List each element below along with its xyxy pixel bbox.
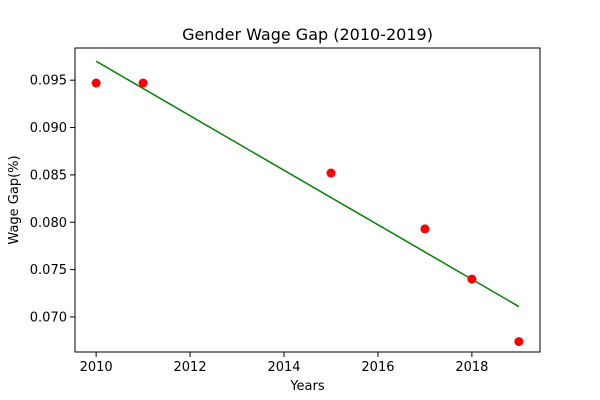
plot-area	[74, 47, 541, 353]
x-axis-label: Years	[289, 379, 325, 394]
x-tick-label: 2010	[80, 360, 113, 375]
y-tick-label: 0.085	[30, 168, 67, 183]
y-tick-label: 0.070	[30, 310, 67, 325]
y-axis-label: Wage Gap(%)	[7, 155, 22, 244]
y-tick-label: 0.075	[30, 263, 67, 278]
trend-line	[95, 60, 520, 308]
data-point	[326, 168, 336, 178]
x-tick-label: 2018	[455, 360, 488, 375]
x-tick-label: 2012	[174, 360, 207, 375]
x-axis: 2010 2012 2014 2016 2018	[80, 352, 488, 375]
plot-frame	[74, 47, 541, 353]
data-point	[91, 78, 101, 88]
y-tick-label: 0.080	[30, 216, 67, 231]
data-point	[420, 224, 430, 234]
chart-title: Gender Wage Gap (2010-2019)	[182, 25, 433, 44]
y-tick-label: 0.095	[30, 74, 67, 89]
x-tick-label: 2016	[361, 360, 394, 375]
y-axis: 0.070 0.075 0.080 0.085 0.090 0.095	[30, 74, 75, 325]
data-point	[138, 78, 148, 88]
data-point	[514, 337, 524, 347]
data-point	[467, 274, 477, 284]
y-tick-label: 0.090	[30, 121, 67, 136]
x-tick-label: 2014	[267, 360, 300, 375]
